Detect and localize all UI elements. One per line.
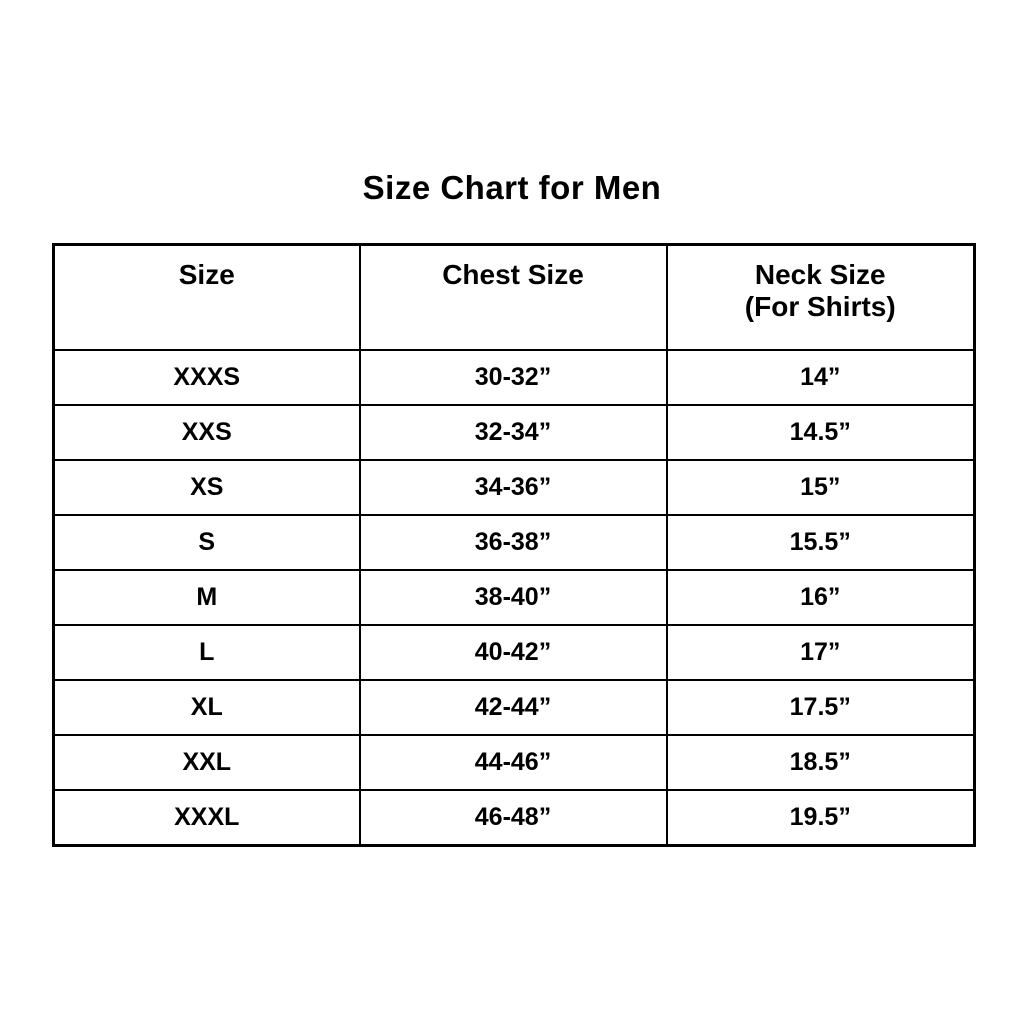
table-row: L 40-42” 17”: [52, 624, 976, 681]
neck-size-cell: 18.5”: [665, 734, 976, 791]
table-row: S 36-38” 15.5”: [52, 514, 976, 571]
column-header-size: Size: [52, 243, 361, 351]
chest-size-cell: 30-32”: [358, 349, 668, 406]
table-row: XXXL 46-48” 19.5”: [52, 789, 976, 847]
column-header-chest-size-label: Chest Size: [442, 259, 584, 290]
column-header-neck-size-sublabel: (For Shirts): [744, 291, 896, 322]
chest-size-cell: 32-34”: [358, 404, 668, 461]
neck-size-cell: 15.5”: [665, 514, 976, 571]
size-chart-table: Size Chest Size Neck Size (For Shirts) X…: [52, 243, 976, 847]
size-cell: XXS: [52, 404, 361, 461]
size-cell: XL: [52, 679, 361, 736]
size-cell: M: [52, 569, 361, 626]
table-row: XXL 44-46” 18.5”: [52, 734, 976, 791]
chest-size-cell: 42-44”: [358, 679, 668, 736]
chest-size-cell: 46-48”: [358, 789, 668, 847]
column-header-neck-size-label: Neck Size: [754, 259, 886, 290]
table-row: XXXS 30-32” 14”: [52, 349, 976, 406]
chest-size-cell: 36-38”: [358, 514, 668, 571]
neck-size-cell: 19.5”: [665, 789, 976, 847]
column-header-chest-size: Chest Size: [358, 243, 668, 351]
size-cell: XS: [52, 459, 361, 516]
neck-size-cell: 15”: [665, 459, 976, 516]
neck-size-cell: 17”: [665, 624, 976, 681]
table-header-row: Size Chest Size Neck Size (For Shirts): [52, 243, 976, 351]
chest-size-cell: 44-46”: [358, 734, 668, 791]
chest-size-cell: 34-36”: [358, 459, 668, 516]
size-cell: XXXL: [52, 789, 361, 847]
size-cell: L: [52, 624, 361, 681]
neck-size-cell: 14”: [665, 349, 976, 406]
table-row: M 38-40” 16”: [52, 569, 976, 626]
table-row: XL 42-44” 17.5”: [52, 679, 976, 736]
chest-size-cell: 38-40”: [358, 569, 668, 626]
column-header-size-label: Size: [178, 259, 235, 290]
size-cell: S: [52, 514, 361, 571]
size-cell: XXL: [52, 734, 361, 791]
neck-size-cell: 14.5”: [665, 404, 976, 461]
neck-size-cell: 16”: [665, 569, 976, 626]
neck-size-cell: 17.5”: [665, 679, 976, 736]
table-row: XXS 32-34” 14.5”: [52, 404, 976, 461]
column-header-neck-size: Neck Size (For Shirts): [665, 243, 976, 351]
chest-size-cell: 40-42”: [358, 624, 668, 681]
page-title: Size Chart for Men: [362, 169, 662, 206]
table-row: XS 34-36” 15”: [52, 459, 976, 516]
size-cell: XXXS: [52, 349, 361, 406]
